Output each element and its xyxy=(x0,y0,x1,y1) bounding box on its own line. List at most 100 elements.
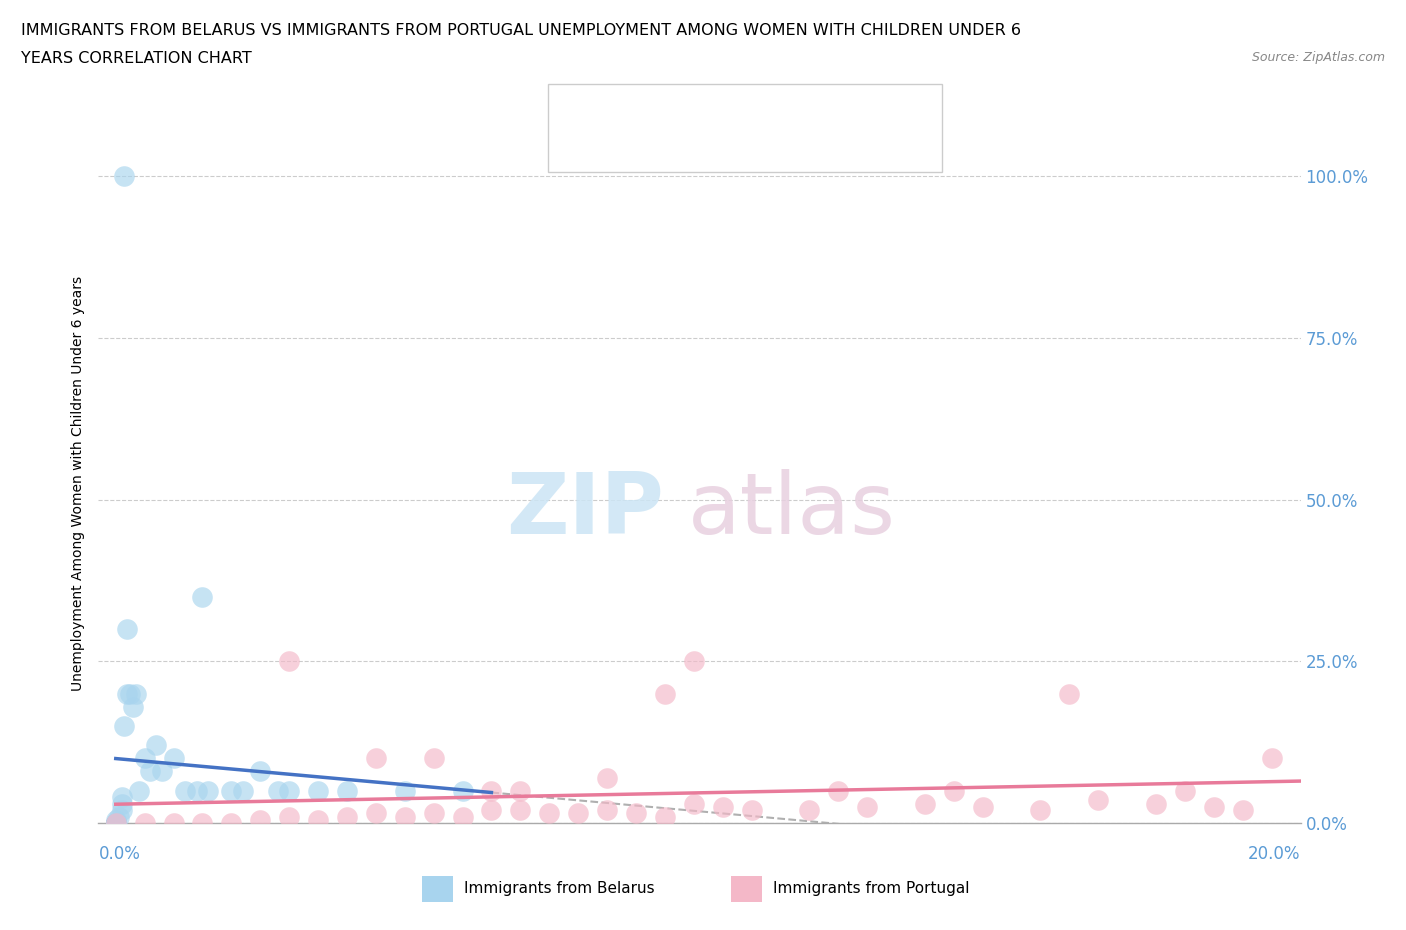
Point xyxy=(856,800,879,815)
Point xyxy=(191,816,214,830)
Point xyxy=(827,783,849,798)
Text: N =: N = xyxy=(710,100,758,118)
Point xyxy=(104,816,127,830)
Point xyxy=(110,803,132,817)
Text: atlas: atlas xyxy=(688,470,896,552)
Text: 45: 45 xyxy=(756,136,779,153)
Point xyxy=(191,590,214,604)
Point xyxy=(538,806,561,821)
Point xyxy=(654,686,676,701)
Point xyxy=(336,809,359,824)
Point xyxy=(682,654,704,669)
Text: 20.0%: 20.0% xyxy=(1249,844,1301,863)
Point xyxy=(914,796,936,811)
Point xyxy=(711,800,734,815)
Point xyxy=(104,816,127,830)
Text: 0.0%: 0.0% xyxy=(98,844,141,863)
Point xyxy=(125,686,148,701)
Point xyxy=(221,816,243,830)
Point xyxy=(307,813,329,828)
Point xyxy=(162,751,184,765)
Point xyxy=(104,816,127,830)
Point xyxy=(104,816,127,830)
Text: Immigrants from Portugal: Immigrants from Portugal xyxy=(773,881,970,896)
Point xyxy=(104,816,127,830)
Point xyxy=(1144,796,1167,811)
Point xyxy=(509,783,531,798)
Point xyxy=(1087,793,1109,808)
Text: 0.541: 0.541 xyxy=(648,100,700,118)
Point xyxy=(278,654,301,669)
Point xyxy=(120,686,142,701)
Point xyxy=(104,816,127,830)
Point xyxy=(134,751,156,765)
Point xyxy=(509,803,531,817)
Point xyxy=(1202,800,1225,815)
Point xyxy=(139,764,162,778)
Point xyxy=(174,783,197,798)
Point xyxy=(112,169,135,184)
Point xyxy=(104,816,127,830)
Point xyxy=(249,813,271,828)
Point xyxy=(364,751,387,765)
Point xyxy=(110,796,132,811)
Point xyxy=(221,783,243,798)
Point xyxy=(596,803,619,817)
Point xyxy=(1029,803,1052,817)
Point xyxy=(232,783,254,798)
Point xyxy=(104,816,127,830)
Point xyxy=(1232,803,1254,817)
Point xyxy=(197,783,219,798)
Text: YEARS CORRELATION CHART: YEARS CORRELATION CHART xyxy=(21,51,252,66)
Point xyxy=(481,803,503,817)
Point xyxy=(682,796,704,811)
Point xyxy=(162,816,184,830)
Point xyxy=(1260,751,1282,765)
Text: R =: R = xyxy=(609,136,645,153)
Text: Source: ZipAtlas.com: Source: ZipAtlas.com xyxy=(1251,51,1385,64)
Y-axis label: Unemployment Among Women with Children Under 6 years: Unemployment Among Women with Children U… xyxy=(70,276,84,691)
Point xyxy=(596,770,619,785)
Point xyxy=(117,621,139,636)
Text: N =: N = xyxy=(710,136,758,153)
Point xyxy=(1174,783,1197,798)
Point xyxy=(104,816,127,830)
Point xyxy=(150,764,173,778)
Point xyxy=(451,809,474,824)
Text: 0.148: 0.148 xyxy=(648,136,700,153)
Point xyxy=(278,783,301,798)
Text: R =: R = xyxy=(609,100,645,118)
Point xyxy=(186,783,208,798)
Point xyxy=(266,783,288,798)
Point xyxy=(107,809,129,824)
Text: ZIP: ZIP xyxy=(506,470,664,552)
Point xyxy=(134,816,156,830)
Point xyxy=(799,803,821,817)
Point xyxy=(122,699,145,714)
Point xyxy=(104,813,127,828)
Point xyxy=(422,751,444,765)
Point xyxy=(394,809,416,824)
Point xyxy=(104,816,127,830)
Point xyxy=(104,816,127,830)
Point xyxy=(624,806,647,821)
Text: Immigrants from Belarus: Immigrants from Belarus xyxy=(464,881,655,896)
Point xyxy=(942,783,965,798)
Point xyxy=(128,783,150,798)
Point xyxy=(451,783,474,798)
Point xyxy=(740,803,762,817)
Point xyxy=(422,806,444,821)
Point xyxy=(567,806,589,821)
Point xyxy=(394,783,416,798)
Point xyxy=(336,783,359,798)
Point xyxy=(249,764,271,778)
Point xyxy=(145,738,167,753)
Point xyxy=(278,809,301,824)
Point xyxy=(481,783,503,798)
Point xyxy=(654,809,676,824)
Point xyxy=(104,816,127,830)
Text: 42: 42 xyxy=(756,100,780,118)
Point xyxy=(307,783,329,798)
Point xyxy=(1059,686,1081,701)
Point xyxy=(110,790,132,804)
